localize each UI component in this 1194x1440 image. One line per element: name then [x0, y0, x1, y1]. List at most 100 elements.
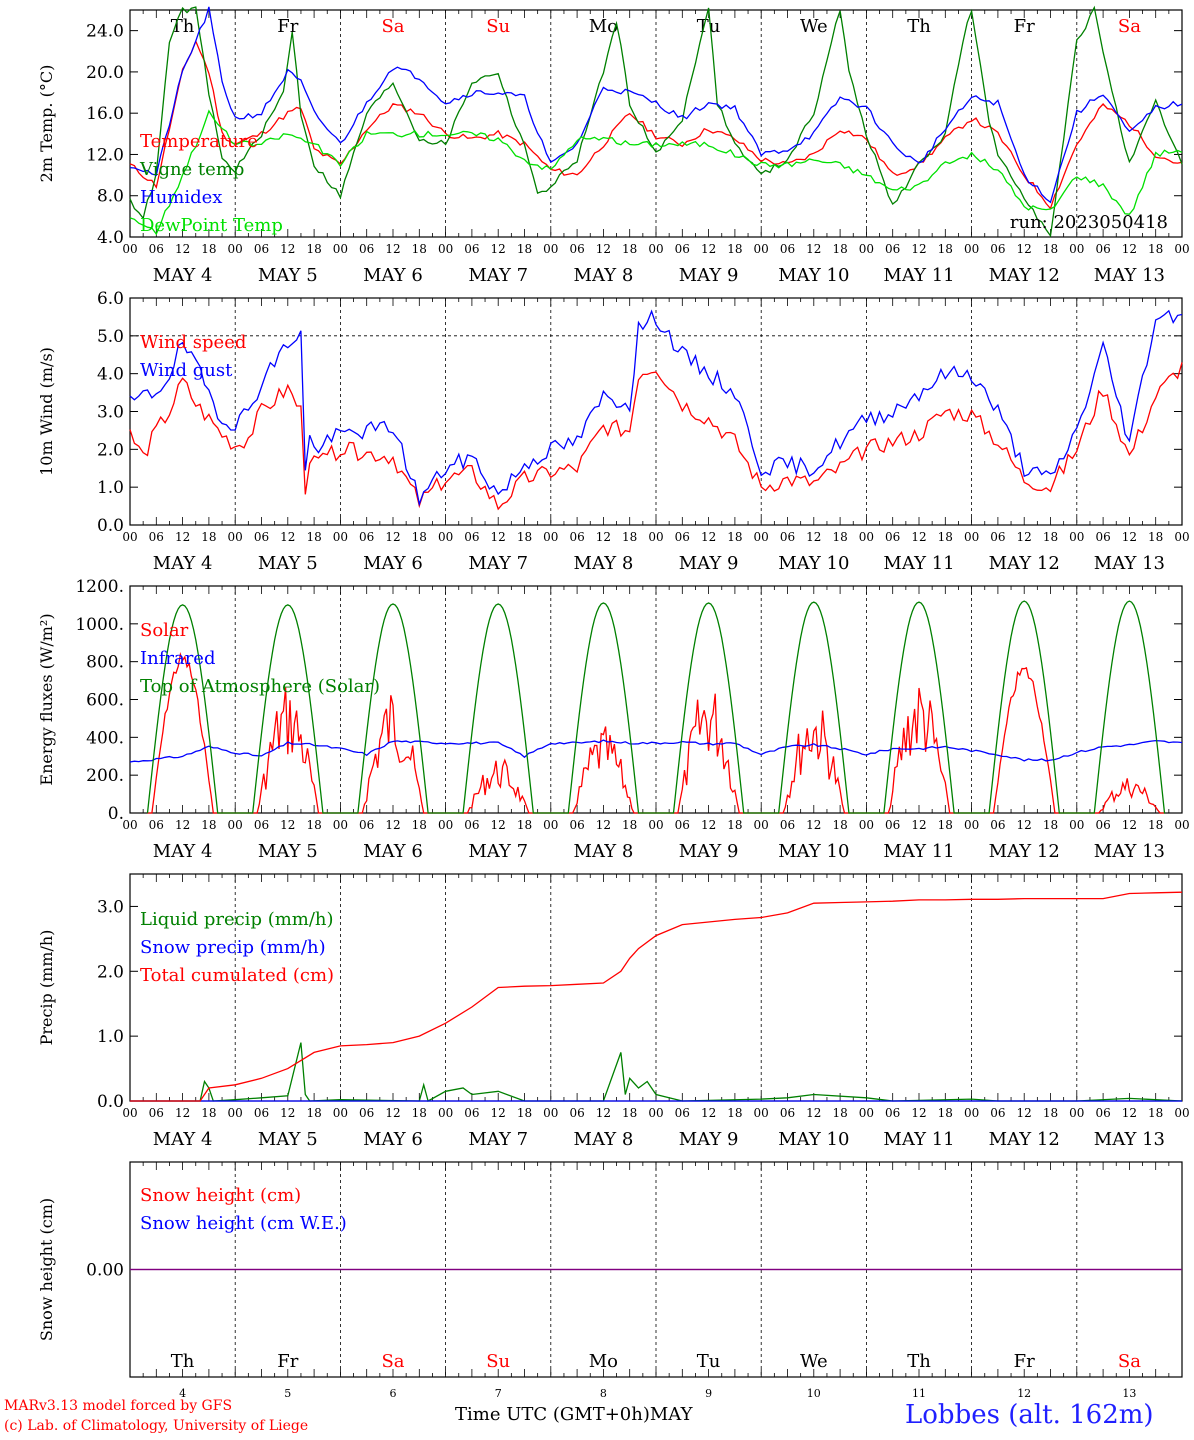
date-label: MAY 7	[468, 841, 528, 862]
hour-label: 06	[1095, 818, 1110, 832]
hour-label: 00	[333, 242, 348, 256]
day-name: Mo	[589, 16, 618, 37]
hour-label: 12	[596, 818, 611, 832]
date-label: MAY 4	[153, 1129, 213, 1150]
hour-label: 18	[412, 530, 427, 544]
date-label: MAY 12	[989, 1129, 1060, 1150]
hour-label: 00	[543, 242, 558, 256]
date-label: MAY 13	[1094, 265, 1165, 286]
hour-label: 06	[464, 818, 479, 832]
hour-label: 00	[1069, 1106, 1084, 1120]
day-name: Mo	[589, 1351, 618, 1372]
hour-label: 06	[464, 530, 479, 544]
day-name: We	[800, 1351, 828, 1372]
day-name: Th	[171, 16, 195, 37]
series-line-dewpoint-temp	[129, 109, 1183, 236]
y-axis-label: 10m Wind (m/s)	[37, 347, 56, 476]
date-label: MAY 5	[258, 841, 318, 862]
hour-label: 00	[438, 530, 453, 544]
hour-label: 06	[990, 818, 1005, 832]
y-tick-label: 4.0	[97, 365, 124, 385]
hour-label: 12	[175, 818, 190, 832]
hour-label: 06	[359, 818, 374, 832]
hour-label: 12	[806, 1106, 821, 1120]
y-tick-label: 1.0	[97, 478, 124, 498]
hour-label: 06	[675, 818, 690, 832]
hour-label: 06	[254, 818, 269, 832]
hour-label: 18	[517, 1106, 532, 1120]
hour-label: 06	[254, 242, 269, 256]
legend-entry: Wind gust	[140, 360, 233, 381]
date-label: MAY 10	[778, 553, 849, 574]
date-label: MAY 11	[883, 553, 954, 574]
hour-label: 00	[754, 242, 769, 256]
legend-entry: Wind speed	[140, 332, 246, 353]
date-label: MAY 10	[778, 1129, 849, 1150]
hour-label: 00	[438, 242, 453, 256]
date-label: MAY 12	[989, 265, 1060, 286]
hour-label: 00	[438, 818, 453, 832]
day-number: 10	[807, 1387, 821, 1400]
series-line-wind-speed	[129, 362, 1183, 511]
lab-credit: (c) Lab. of Climatology, University of L…	[4, 1418, 309, 1434]
hour-label: 12	[806, 530, 821, 544]
hour-label: 12	[701, 818, 716, 832]
hour-label: 12	[491, 530, 506, 544]
y-tick-label: 600.	[86, 691, 124, 711]
hour-label: 00	[964, 818, 979, 832]
y-tick-label: 12.0	[86, 145, 124, 165]
hour-label: 18	[201, 818, 216, 832]
day-number: 13	[1122, 1387, 1136, 1400]
hour-label: 12	[1017, 530, 1032, 544]
hour-label: 18	[727, 242, 742, 256]
day-name: Su	[486, 1351, 510, 1372]
hour-label: 18	[1148, 530, 1163, 544]
day-name: Su	[486, 16, 510, 37]
hour-label: 06	[885, 242, 900, 256]
y-tick-label: 4.0	[97, 228, 124, 248]
y-tick-label: 3.0	[97, 403, 124, 423]
hour-label: 12	[175, 530, 190, 544]
hour-label: 06	[464, 1106, 479, 1120]
date-label: MAY 4	[153, 841, 213, 862]
hour-label: 18	[938, 530, 953, 544]
time-axis-title: Time UTC (GMT+0h)MAY	[455, 1404, 693, 1425]
hour-label: 18	[201, 1106, 216, 1120]
legend-entry: Vigne temp	[139, 159, 244, 180]
hour-label: 12	[1122, 818, 1137, 832]
hour-label: 18	[1043, 530, 1058, 544]
day-number: 5	[284, 1387, 291, 1400]
day-number: 6	[390, 1387, 397, 1400]
y-tick-label: 1200.	[75, 577, 124, 597]
y-axis-label: Energy fluxes (W/m²)	[37, 613, 56, 785]
hour-label: 00	[333, 530, 348, 544]
hour-label: 18	[517, 530, 532, 544]
hour-label: 18	[622, 1106, 637, 1120]
date-label: MAY 12	[989, 841, 1060, 862]
series-line-temperature	[129, 39, 1183, 210]
legend-entry: Snow height (cm W.E.)	[140, 1213, 347, 1234]
day-name: Fr	[1014, 16, 1035, 37]
legend-entry: Total cumulated (cm)	[140, 965, 334, 986]
hour-label: 00	[1174, 530, 1189, 544]
legend-entry: Temperature	[140, 131, 258, 152]
hour-label: 12	[596, 242, 611, 256]
hour-label: 06	[569, 1106, 584, 1120]
hour-label: 00	[964, 1106, 979, 1120]
hour-label: 06	[569, 530, 584, 544]
y-tick-label: 1000.	[75, 615, 124, 635]
hour-label: 06	[1095, 530, 1110, 544]
hour-label: 06	[149, 818, 164, 832]
series-line-total-cumulated-cm-	[130, 891, 1183, 1102]
series-line-humidex	[129, 6, 1183, 204]
hour-label: 12	[175, 1106, 190, 1120]
day-name: Sa	[381, 1351, 404, 1372]
hour-label: 00	[122, 242, 137, 256]
day-name: We	[800, 16, 828, 37]
series-line-vigne-temp	[129, 5, 1183, 238]
hour-label: 12	[806, 242, 821, 256]
hour-label: 06	[149, 530, 164, 544]
date-label: MAY 13	[1094, 1129, 1165, 1150]
hour-label: 18	[412, 818, 427, 832]
hour-label: 06	[885, 530, 900, 544]
